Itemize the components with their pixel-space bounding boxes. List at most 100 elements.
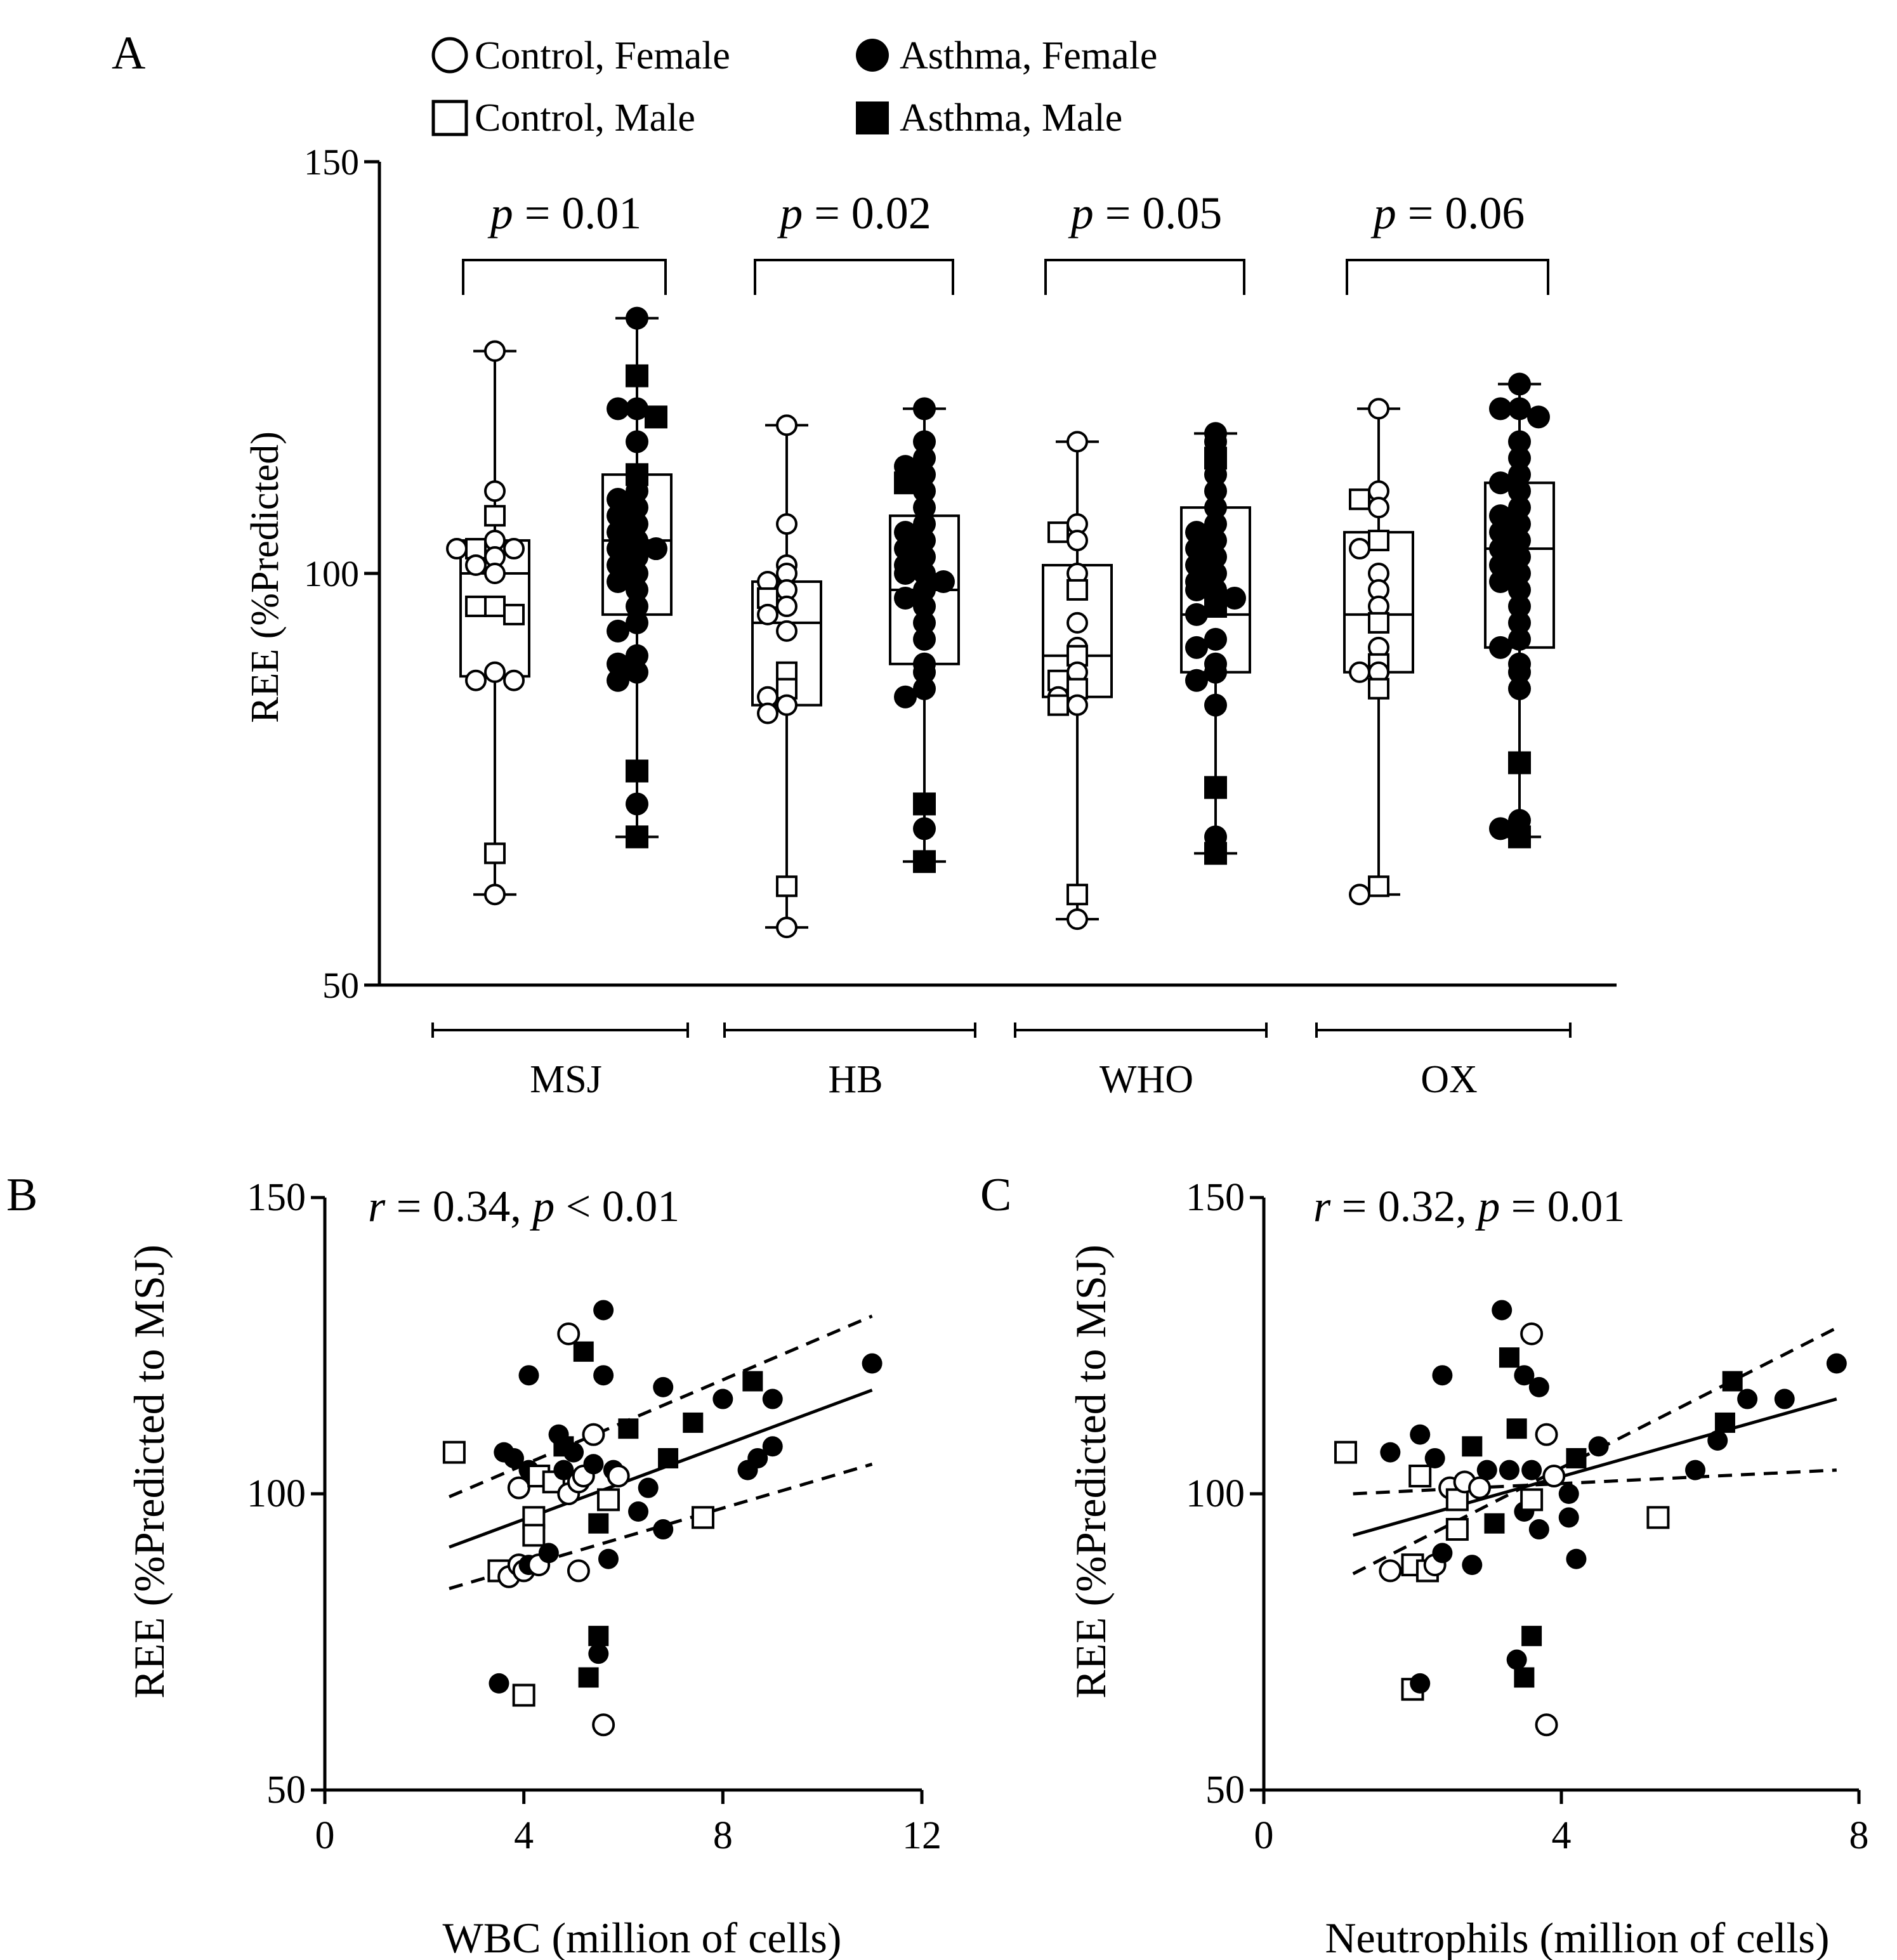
panel-b-axes: 50 100 150 0 4 8 12 [247, 1176, 942, 1857]
data-point [1542, 1464, 1566, 1487]
asthma-data-point [913, 594, 936, 618]
comparison-bracket [1346, 259, 1549, 295]
svg-text:Asthma, Female: Asthma, Female [900, 34, 1157, 77]
data-point [742, 1371, 763, 1392]
asthma-data-point [1508, 397, 1531, 421]
asthma-data-point [626, 562, 648, 585]
panel-b: r = 0.34, p < 0.01 REE (%Predicted to MS… [125, 1176, 942, 1960]
data-point [683, 1412, 704, 1433]
asthma-data-point [607, 521, 629, 544]
data-point [1432, 1543, 1453, 1564]
data-point [1528, 1519, 1549, 1540]
data-point [1334, 1441, 1357, 1464]
panel-c-y-axis-label: REE (%Predicted to MSJ) [1067, 1245, 1115, 1699]
control-data-point [776, 620, 798, 642]
data-point [618, 1418, 639, 1439]
data-point [762, 1436, 783, 1457]
control-data-point [1067, 884, 1088, 906]
asthma-data-point [1508, 447, 1531, 470]
data-point [522, 1524, 546, 1547]
asthma-data-point [1204, 562, 1227, 585]
asthma-data-point [1508, 480, 1531, 503]
asthma-data-point [1204, 480, 1227, 503]
asthma-data-point [894, 537, 917, 561]
data-point [862, 1353, 883, 1374]
data-point [588, 1513, 609, 1534]
asthma-data-point [1508, 562, 1531, 585]
data-point [578, 1667, 599, 1688]
p-value-label: p = 0.06 [1370, 188, 1525, 238]
data-point [583, 1454, 604, 1475]
legend-item-asthma-male: Asthma, Male [856, 96, 1122, 140]
x-tick-label: 0 [1254, 1814, 1274, 1857]
data-point [1707, 1430, 1728, 1451]
data-point [1566, 1447, 1587, 1468]
svg-text:Control, Female: Control, Female [475, 34, 730, 77]
control-data-point [1349, 661, 1370, 683]
asthma-data-point [626, 546, 648, 569]
panel-label-a: A [112, 27, 145, 79]
regression-line [1353, 1397, 1837, 1537]
legend-item-asthma-female: Asthma, Female [856, 34, 1157, 77]
asthma-data-point [1185, 521, 1208, 544]
asthma-data-point [607, 619, 629, 643]
data-point [489, 1673, 509, 1694]
data-point [512, 1683, 535, 1707]
asthma-data-point [626, 578, 648, 601]
y-tick-label: 100 [304, 553, 359, 594]
asthma-data-point [626, 496, 648, 519]
asthma-data-point [626, 364, 648, 388]
asthma-data-point [913, 496, 936, 519]
asthma-data-point [913, 480, 936, 503]
y-tick-label: 50 [1205, 1768, 1245, 1812]
x-tick-label: 4 [1552, 1814, 1572, 1857]
data-point [596, 1488, 620, 1512]
asthma-data-point [1489, 504, 1512, 528]
asthma-data-point [1508, 660, 1531, 684]
asthma-data-point [1489, 817, 1512, 840]
asthma-data-point [626, 660, 648, 684]
control-data-point [1067, 530, 1088, 552]
data-point [1558, 1484, 1579, 1504]
data-point [1432, 1365, 1453, 1386]
asthma-data-point [626, 430, 648, 454]
y-tick-label: 100 [247, 1472, 306, 1515]
panel-label-b: B [6, 1169, 37, 1221]
asthma-data-point [1508, 611, 1531, 634]
data-point [1499, 1347, 1520, 1368]
asthma-data-point [913, 660, 936, 684]
y-tick-label: 50 [266, 1768, 306, 1812]
data-point [1521, 1460, 1542, 1480]
data-point [1685, 1460, 1706, 1480]
asthma-data-point [913, 513, 936, 536]
control-data-point [1368, 611, 1389, 634]
control-data-point [1067, 431, 1088, 453]
data-point [607, 1464, 630, 1487]
data-point [567, 1559, 590, 1583]
x-tick-label: 12 [902, 1814, 942, 1857]
control-data-point [1047, 669, 1069, 691]
data-point [1410, 1673, 1431, 1694]
data-point [1722, 1371, 1743, 1392]
data-point [1492, 1300, 1513, 1321]
asthma-data-point [894, 685, 917, 709]
panel-b-y-axis-label: REE (%Predicted to MSJ) [125, 1245, 173, 1699]
asthma-data-point [607, 570, 629, 593]
asthma-data-point [913, 546, 936, 569]
asthma-data-point [913, 611, 936, 634]
asthma-data-point [1508, 372, 1531, 396]
data-point [1566, 1548, 1587, 1569]
asthma-data-point [1508, 529, 1531, 552]
asthma-data-point [894, 586, 917, 610]
asthma-data-point [1508, 513, 1531, 536]
data-point [1558, 1507, 1579, 1528]
control-data-point [1349, 488, 1370, 511]
control-data-point [503, 669, 525, 691]
data-point [518, 1365, 539, 1386]
asthma-data-point [626, 513, 648, 536]
asthma-data-point [1204, 627, 1227, 651]
asthma-data-point [626, 644, 648, 667]
data-point [653, 1519, 674, 1540]
control-data-point [757, 603, 778, 625]
p-value-label: p = 0.01 [487, 188, 642, 238]
